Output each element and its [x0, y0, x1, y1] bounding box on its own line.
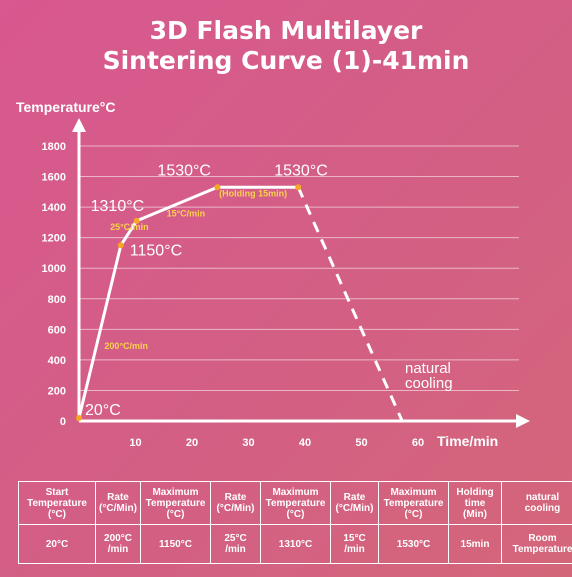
point-label: 1150°C [130, 242, 182, 259]
table-header-cell: Rate (°C/Min) [330, 481, 379, 525]
y-tick-label: 0 [60, 416, 66, 428]
table-value-cell: 15°C/min [330, 524, 379, 564]
table-header-cell: natural cooling [501, 481, 572, 525]
table-header-cell-text: Start [45, 486, 69, 498]
y-tick-label: 600 [48, 324, 66, 336]
y-axis-label: Temperature°C [16, 99, 115, 115]
y-tick-label: 1400 [42, 202, 66, 214]
table-header-cell-text: (°C) [404, 508, 423, 520]
table-value-cell-text: 1150°C [159, 538, 192, 550]
table-value-cell-text: 15min [460, 538, 490, 550]
table-header-row: Start Temperature (°C) Rate (°C/Min) Maximum T… [18, 481, 572, 525]
table-value-cell-text: Room [528, 533, 557, 544]
table-header-cell-text: (°C) [48, 508, 66, 520]
table-header-cell: Maximum Temperature (°C) [140, 481, 211, 525]
table-value-cell-text: 15°C [343, 533, 366, 544]
table-value-cell-text: 200°C [104, 533, 132, 544]
point-label: 1530°C [157, 162, 211, 179]
x-tick-label: 50 [355, 437, 367, 449]
y-tick-label: 200 [48, 385, 66, 397]
table-value-cell-text: 1530°C [396, 538, 431, 550]
natural-cooling-label: cooling [405, 375, 453, 392]
title-line-2: Sintering Curve (1)-41min [102, 46, 470, 75]
table-header-cell-text: cooling [524, 503, 561, 514]
table-value-cell: 1310°C [260, 524, 331, 564]
table-header-cell-text: Maximum [390, 486, 437, 498]
table-header-cell-text: (Min) [463, 508, 487, 520]
point-label: 1310°C [91, 198, 145, 215]
table-value-cell-text: /min [225, 544, 246, 555]
table-value-cell: Room Temperature [501, 524, 572, 564]
table-header-cell-text: Temperature [145, 497, 206, 509]
table-header-cell-text: Maximum [152, 486, 199, 498]
table-header-cell-text: Rate [224, 492, 247, 503]
table-header-cell-text: Temperature [383, 497, 444, 509]
x-tick-label: 30 [242, 437, 254, 449]
table-header-cell-text: (°C) [166, 508, 185, 520]
table-header-cell-text: (°C/Min) [216, 503, 255, 514]
y-tick-label: 400 [48, 355, 66, 367]
rate-label: (Holding 15min) [219, 188, 287, 198]
table-header-cell: Rate (°C/Min) [95, 481, 141, 525]
table-header-cell-text: Temperature [265, 497, 326, 509]
point-label: 20°C [85, 402, 121, 419]
data-point [295, 184, 302, 191]
table-value-cell: 15min [448, 524, 502, 564]
table-header-cell-text: Rate [343, 492, 366, 503]
x-axis-arrow [516, 414, 530, 428]
table-value-cell-text: 20°C [45, 538, 69, 550]
y-tick-label: 800 [48, 294, 66, 306]
rate-label: 25°C/min [110, 222, 149, 232]
table-value-cell: 20°C [18, 524, 96, 564]
x-tick-label: 40 [299, 437, 311, 449]
table-header-cell: Maximum Temperature (°C) [260, 481, 331, 525]
table-header-cell: Start Temperature (°C) [18, 481, 96, 525]
table-value-row: 20°C 200°C/min 1150°C 25°C/min 1310°C 15°C/mi… [18, 524, 572, 564]
y-tick-label: 1600 [42, 172, 66, 184]
table-header-cell: Maximum Temperature (°C) [378, 481, 449, 525]
y-axis-arrow [72, 118, 86, 132]
table-header-cell-text: (°C/Min) [335, 503, 374, 514]
rate-label: 15°C/min [167, 208, 206, 218]
table-header-cell-text: natural [525, 492, 560, 503]
table-header-cell: Rate (°C/Min) [210, 481, 261, 525]
data-point [117, 242, 124, 249]
table-header-cell-text: Rate [107, 492, 129, 503]
table-header-cell-text: time [464, 497, 486, 509]
x-tick-label: 20 [186, 437, 198, 449]
x-tick-label: 10 [129, 437, 141, 449]
table-header-cell: Holding time (Min) [448, 481, 502, 525]
sintering-curve-chart: Temperature°C Time/min 0 200 400 600 800 1000 12… [16, 99, 530, 449]
chart-title: 3D Flash Multilayer Sintering Curve (1)-… [0, 16, 572, 76]
table-value-cell: 1530°C [378, 524, 449, 564]
data-point [76, 414, 82, 421]
natural-cooling-line [296, 186, 404, 422]
table-value-cell: 25°C/min [210, 524, 261, 564]
data-point [214, 184, 221, 191]
table-header-cell-text: Maximum [272, 486, 319, 498]
x-axis-label: Time/min [437, 433, 498, 449]
table-value-cell-text: 25°C [224, 533, 247, 544]
table-header-cell-text: Temperature [27, 497, 87, 509]
x-tick-label: 60 [412, 437, 424, 449]
table-value-cell-text: Temperature [512, 544, 572, 555]
table-value-cell-text: /min [344, 544, 365, 555]
table-value-cell: 200°C/min [95, 524, 141, 564]
natural-cooling-label: natural [405, 360, 451, 377]
data-point [133, 217, 140, 224]
table-value-cell-text: 1310°C [278, 538, 313, 550]
y-tick-label: 1800 [42, 141, 66, 153]
table-header-cell-text: Holding [456, 486, 494, 498]
rate-label: 200°C/min [104, 341, 148, 351]
table-header-cell-text: (°C/Min) [99, 503, 137, 514]
table-value-cell-text: /min [107, 544, 129, 555]
table-header-cell-text: (°C) [286, 508, 305, 520]
parameters-table: Start Temperature (°C) Rate (°C/Min) Maximum T… [18, 481, 572, 564]
y-tick-label: 1200 [42, 233, 66, 245]
title-line-1: 3D Flash Multilayer [149, 16, 423, 45]
point-label: 1530°C [274, 162, 328, 179]
table-value-cell: 1150°C [140, 524, 211, 564]
y-tick-label: 1000 [42, 263, 66, 275]
